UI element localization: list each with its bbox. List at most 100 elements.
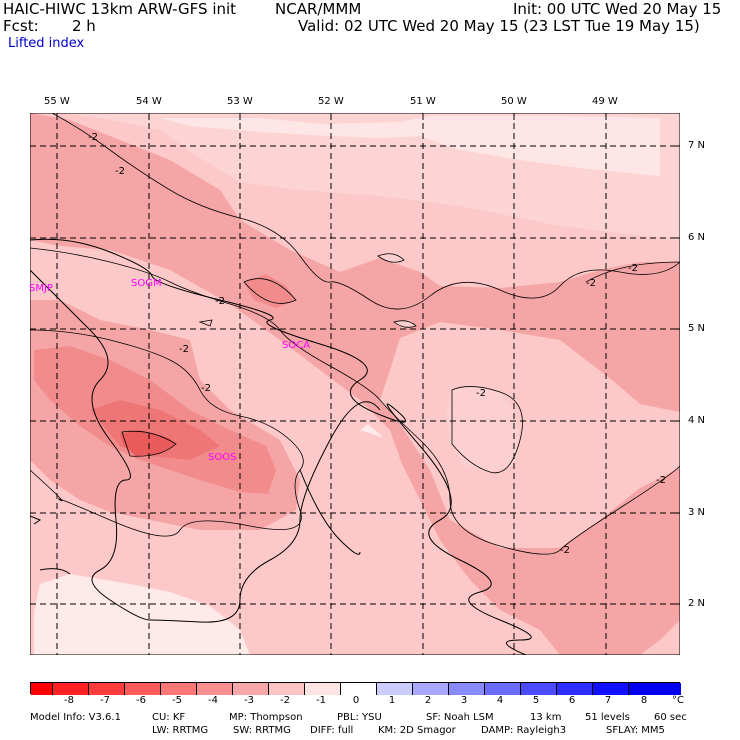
fill-neg5-neg4 xyxy=(90,400,220,460)
fill-neg1-north-inner xyxy=(160,116,660,176)
colorbar-cell xyxy=(233,683,269,695)
contour-label: -2 xyxy=(215,296,225,307)
lon-label-51w: 51 W xyxy=(410,96,436,107)
contour-hole-east xyxy=(451,386,523,474)
lifted-index-map xyxy=(30,113,680,655)
fill-hole-east xyxy=(446,384,520,472)
valid-time: Valid: 02 UTC Wed 20 May 15 (23 LST Tue … xyxy=(298,17,700,35)
lat-label-7n: 7 N xyxy=(688,140,706,151)
border-inner xyxy=(299,469,361,555)
contour-core xyxy=(121,430,177,457)
contour-north-blob xyxy=(243,278,297,304)
init-time: Init: 00 UTC Wed 20 May 15 xyxy=(513,0,722,18)
border-tick xyxy=(30,515,42,525)
colorbar-label: -7 xyxy=(100,695,110,706)
colorbar-cell xyxy=(197,683,233,695)
colorbar-label: 8 xyxy=(640,695,648,706)
colorbar-cell xyxy=(629,683,681,695)
colorbar-cell xyxy=(305,683,341,695)
lon-label-54w: 54 W xyxy=(136,96,162,107)
station-smjp: SMJP xyxy=(29,283,53,294)
contour-label: -2 xyxy=(656,475,666,486)
lon-label-49w: 49 W xyxy=(592,96,618,107)
colorbar-cell xyxy=(557,683,593,695)
model-title: HAIC-HIWC 13km ARW-GFS init xyxy=(3,0,237,18)
border-suriname-fg xyxy=(30,269,381,623)
lat-label-3n: 3 N xyxy=(688,507,706,518)
colorbar-cell xyxy=(377,683,413,695)
footer-sf: SF: Noah LSM xyxy=(426,712,494,723)
colorbar-cell xyxy=(125,683,161,695)
footer-pbl: PBL: YSU xyxy=(337,712,382,723)
contour-tiny xyxy=(393,320,417,328)
colorbar-cell xyxy=(593,683,629,695)
colorbar-label: 6 xyxy=(568,695,576,706)
field-name: Lifted index xyxy=(8,36,85,51)
contour-dot xyxy=(198,319,213,327)
fill-neg1-southwest xyxy=(34,574,250,655)
colorbar-label: 2 xyxy=(424,695,432,706)
colorbar-label: 1 xyxy=(388,695,396,706)
footer-damp: DAMP: Rayleigh3 xyxy=(481,725,567,736)
colorbar-label: 7 xyxy=(604,695,612,706)
contour-label: -2 xyxy=(628,263,638,274)
footer-diff: DIFF: full xyxy=(310,725,354,736)
forecast-value: 2 h xyxy=(72,17,96,35)
contour-label: -2 xyxy=(476,388,486,399)
colorbar-cell xyxy=(485,683,521,695)
station-sogm: SOGM xyxy=(131,278,162,289)
colorbar-cell xyxy=(89,683,125,695)
colorbar-label: 5 xyxy=(532,695,540,706)
station-soos: SOOS xyxy=(208,452,237,463)
fill-hole-small xyxy=(380,252,404,264)
footer-resolution: 13 km xyxy=(530,712,562,723)
forecast-label: Fcst: xyxy=(3,17,39,35)
lon-label-55w: 55 W xyxy=(44,96,70,107)
colorbar-cell xyxy=(449,683,485,695)
footer-cu: CU: KF xyxy=(152,712,186,723)
fill-neg4-north xyxy=(244,274,296,308)
lat-label-5n: 5 N xyxy=(688,323,706,334)
colorbar-label: 0 xyxy=(352,695,360,706)
colorbar-label: -6 xyxy=(136,695,146,706)
colorbar-cell xyxy=(341,683,377,695)
colorbar-label: -1 xyxy=(316,695,326,706)
footer-model-info: Model Info: V3.6.1 xyxy=(30,712,121,723)
colorbar-cell xyxy=(31,683,53,695)
org-label: NCAR/MMM xyxy=(275,0,362,18)
colorbar-label: -2 xyxy=(280,695,290,706)
contour-label: -2 xyxy=(115,166,125,177)
contour-label: -2 xyxy=(179,344,189,355)
contour-north xyxy=(51,113,680,310)
coastline xyxy=(30,238,532,655)
contour-small xyxy=(377,253,405,263)
footer-levels: 51 levels xyxy=(585,712,630,723)
colorbar-unit: °C xyxy=(672,695,684,706)
colorbar-cell xyxy=(53,683,89,695)
lat-label-6n: 6 N xyxy=(688,232,706,243)
colorbar-cell xyxy=(521,683,557,695)
colorbar-label: -4 xyxy=(208,695,218,706)
fill-neg2-south xyxy=(300,430,530,655)
footer-km: KM: 2D Smagor xyxy=(378,725,456,736)
contour-label: -2 xyxy=(88,132,98,143)
lon-label-52w: 52 W xyxy=(318,96,344,107)
lat-label-2n: 2 N xyxy=(688,598,706,609)
colorbar-label: 4 xyxy=(496,695,504,706)
lon-label-50w: 50 W xyxy=(501,96,527,107)
footer-lw: LW: RRTMG xyxy=(152,725,209,736)
contour-central xyxy=(30,247,680,555)
colorbar-cell xyxy=(161,683,197,695)
colorbar xyxy=(30,682,681,695)
colorbar-label: -8 xyxy=(64,695,74,706)
contour-east xyxy=(585,261,680,283)
colorbar-label: 3 xyxy=(460,695,468,706)
contour-label: -2 xyxy=(560,545,570,556)
colorbar-cell xyxy=(269,683,305,695)
footer-sflay: SFLAY: MM5 xyxy=(606,725,665,736)
footer-timestep: 60 sec xyxy=(654,712,687,723)
colorbar-cell xyxy=(413,683,449,695)
colorbar-label: -3 xyxy=(244,695,254,706)
lon-label-53w: 53 W xyxy=(227,96,253,107)
colorbar-label: -5 xyxy=(172,695,182,706)
